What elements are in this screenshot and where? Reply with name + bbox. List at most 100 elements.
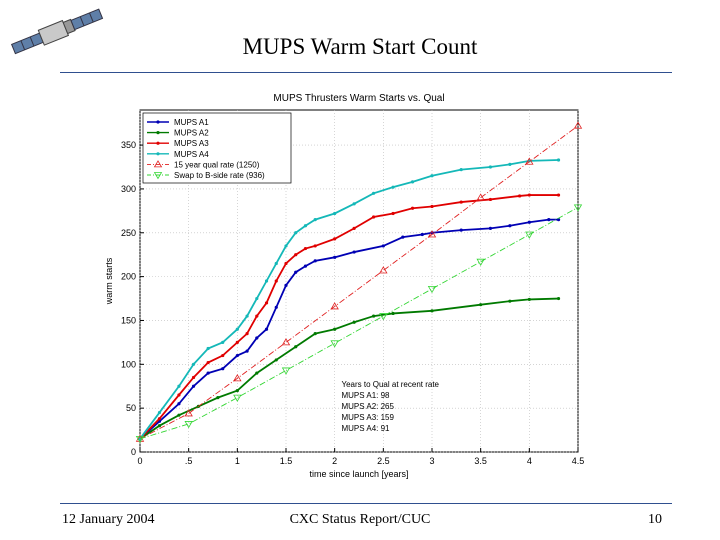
data-point-a3 bbox=[391, 211, 395, 216]
data-point-a3 bbox=[284, 261, 288, 266]
data-point-a1 bbox=[191, 384, 196, 388]
legend-label-a2: MUPS A2 bbox=[174, 129, 209, 138]
data-point-a1 bbox=[177, 402, 181, 406]
data-point-swap bbox=[330, 340, 339, 348]
data-point-qual bbox=[379, 266, 388, 274]
data-point-a3 bbox=[235, 340, 239, 344]
x-tick-label: 2.5 bbox=[377, 456, 390, 466]
data-point-a1 bbox=[235, 353, 239, 358]
annotation-line: MUPS A4: 91 bbox=[341, 424, 390, 433]
data-point-a3 bbox=[191, 375, 196, 380]
data-point-a4 bbox=[352, 202, 356, 206]
x-tick-label: 2 bbox=[332, 456, 337, 466]
x-tick-label: 4 bbox=[527, 456, 532, 466]
data-point-swap bbox=[573, 204, 583, 212]
data-point-a4 bbox=[391, 185, 395, 189]
data-point-a1 bbox=[294, 270, 298, 274]
y-axis-label: warm starts bbox=[104, 257, 114, 305]
data-point-a3 bbox=[303, 246, 308, 251]
data-point-a1 bbox=[381, 244, 385, 248]
data-point-swap bbox=[184, 421, 193, 429]
data-point-a4 bbox=[157, 410, 162, 415]
data-point-a2 bbox=[527, 297, 531, 302]
legend-label-a4: MUPS A4 bbox=[174, 150, 209, 159]
data-point-a2 bbox=[508, 299, 512, 303]
data-point-a1 bbox=[313, 259, 317, 263]
data-point-swap bbox=[476, 258, 485, 267]
x-tick-label: 1.5 bbox=[280, 456, 293, 466]
series-line-swap bbox=[139, 206, 579, 440]
data-point-a3 bbox=[313, 244, 317, 248]
data-point-swap bbox=[233, 394, 242, 402]
data-point-a3 bbox=[527, 193, 531, 197]
data-point-qual bbox=[427, 230, 437, 238]
data-point-qual bbox=[184, 409, 193, 417]
data-point-a1 bbox=[221, 367, 225, 371]
y-tick-label: 350 bbox=[121, 140, 136, 150]
data-point-a2 bbox=[430, 309, 434, 313]
data-point-a2 bbox=[391, 311, 395, 316]
legend-marker-a1 bbox=[156, 120, 160, 124]
data-point-a1 bbox=[274, 305, 278, 309]
annotation-heading: Years to Qual at recent rate bbox=[341, 380, 439, 389]
data-point-a3 bbox=[430, 204, 434, 209]
data-point-a1 bbox=[264, 327, 269, 331]
series-line-qual bbox=[139, 125, 579, 440]
data-point-a2 bbox=[177, 413, 181, 417]
title-rule bbox=[60, 72, 672, 73]
data-point-a1 bbox=[333, 255, 337, 259]
y-tick-label: 150 bbox=[121, 315, 136, 325]
data-point-a4 bbox=[221, 340, 225, 344]
legend-label-a1: MUPS A1 bbox=[174, 118, 209, 127]
data-point-a3 bbox=[556, 193, 561, 197]
footer-rule bbox=[60, 503, 672, 504]
data-point-qual bbox=[476, 193, 485, 201]
data-point-a2 bbox=[372, 314, 376, 318]
data-point-a1 bbox=[459, 228, 463, 232]
data-point-a1 bbox=[547, 218, 551, 222]
data-point-qual bbox=[233, 374, 242, 382]
data-point-a1 bbox=[527, 220, 531, 224]
data-point-a2 bbox=[479, 303, 483, 307]
y-tick-label: 50 bbox=[126, 403, 136, 413]
data-point-a1 bbox=[401, 235, 405, 239]
data-point-a4 bbox=[245, 314, 249, 318]
y-tick-label: 300 bbox=[121, 184, 136, 194]
data-point-a2 bbox=[556, 296, 561, 301]
annotation-line: MUPS A3: 159 bbox=[341, 413, 394, 422]
data-point-a4 bbox=[191, 362, 196, 366]
footer-date: 12 January 2004 bbox=[62, 512, 155, 527]
data-point-qual bbox=[330, 302, 339, 310]
legend-label-a3: MUPS A3 bbox=[174, 139, 209, 148]
legend-label-swap: Swap to B-side rate (936) bbox=[174, 171, 265, 180]
data-point-qual bbox=[525, 157, 534, 165]
y-tick-label: 250 bbox=[121, 228, 136, 238]
x-tick-label: 4.5 bbox=[572, 456, 585, 466]
data-point-a3 bbox=[274, 279, 278, 283]
data-point-swap bbox=[379, 313, 388, 321]
data-point-a1 bbox=[255, 336, 259, 340]
data-point-a4 bbox=[274, 261, 278, 266]
legend-marker-a3 bbox=[156, 141, 160, 145]
data-point-a3 bbox=[352, 226, 356, 230]
page-number: 10 bbox=[648, 512, 662, 527]
legend-label-qual: 15 year qual rate (1250) bbox=[174, 160, 260, 169]
data-point-a4 bbox=[206, 346, 210, 351]
data-point-a4 bbox=[372, 191, 376, 195]
data-point-a3 bbox=[518, 194, 522, 198]
data-point-a4 bbox=[488, 165, 492, 169]
x-tick-label: 0 bbox=[137, 456, 142, 466]
x-tick-label: .5 bbox=[185, 456, 193, 466]
data-point-a4 bbox=[508, 162, 512, 166]
satellite-icon bbox=[10, 8, 104, 55]
series-line-a4 bbox=[139, 159, 559, 440]
data-point-a1 bbox=[488, 226, 492, 230]
data-point-a4 bbox=[235, 327, 239, 331]
data-point-a3 bbox=[333, 237, 337, 241]
data-point-a4 bbox=[556, 158, 561, 162]
annotation-line: MUPS A2: 265 bbox=[341, 402, 394, 411]
legend-marker-swap bbox=[153, 172, 163, 180]
legend-marker-a2 bbox=[156, 131, 160, 135]
annotation-line: MUPS A1: 98 bbox=[341, 391, 390, 400]
data-point-a3 bbox=[221, 353, 225, 358]
